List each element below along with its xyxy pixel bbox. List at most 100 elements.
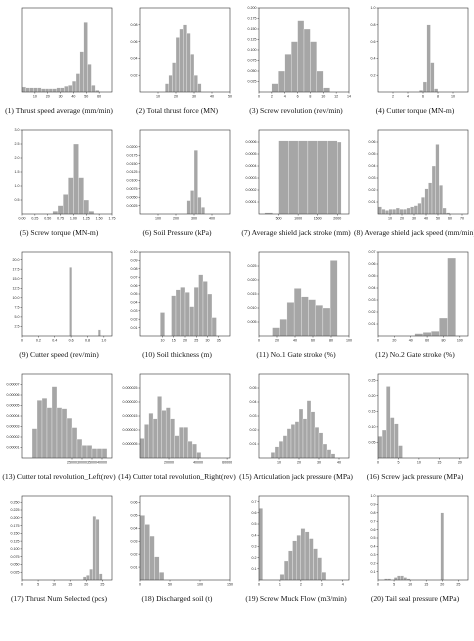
y-tick-label: 0.000020 xyxy=(123,400,138,404)
panel-caption: (7) Average shield jack stroke (mm) xyxy=(241,228,351,237)
y-tick-label: 0.2 xyxy=(371,561,376,565)
histogram-bar xyxy=(91,85,96,93)
x-tick-label: 40 xyxy=(424,217,428,221)
histogram-bar xyxy=(286,302,295,337)
histogram-bar xyxy=(36,400,43,459)
panel-caption: (3) Screw revolution (rev/min) xyxy=(249,106,343,115)
histogram-bar xyxy=(377,436,383,459)
y-tick-label: 1.0 xyxy=(371,6,376,10)
histogram-bar xyxy=(25,87,30,93)
x-tick-label: 100 xyxy=(197,583,203,587)
histogram-bar xyxy=(144,424,149,459)
histogram-bar xyxy=(56,407,63,459)
x-tick-label: 20 xyxy=(458,461,462,465)
y-tick-label: 0.0100 xyxy=(127,179,138,183)
histogram-bar xyxy=(152,418,158,459)
x-tick-label: 30000 xyxy=(77,461,87,465)
histogram-bar xyxy=(189,306,195,337)
x-tick-label: 60000 xyxy=(222,461,232,465)
histogram-bar xyxy=(82,576,87,581)
x-tick-label: 60 xyxy=(311,339,315,343)
x-tick-label: 6 xyxy=(422,95,424,99)
histogram-bar xyxy=(294,421,300,459)
panel-caption: (11) No.1 Gate stroke (%) xyxy=(256,350,336,359)
histogram-bar xyxy=(397,575,401,581)
x-tick-label: 15 xyxy=(172,339,176,343)
histogram-plot: 0.1 0.2 0.3 0.4 0.5 0.6 0.7 0 1 2 3 4 xyxy=(252,495,350,587)
panel-caption: (4) Cutter torque (MN-m) xyxy=(375,106,455,115)
y-tick-label: 0.03 xyxy=(131,539,138,543)
histogram-bar xyxy=(315,305,324,337)
y-tick-label: 0.0200 xyxy=(127,145,138,149)
histogram-bar xyxy=(426,24,431,93)
y-tick-label: 0.02 xyxy=(131,552,138,556)
y-tick-label: 0.01 xyxy=(369,322,376,326)
x-tick-label: 100 xyxy=(155,217,161,221)
histogram-bar xyxy=(316,70,324,93)
y-tick-label: 0.02 xyxy=(250,428,257,432)
y-tick-label: 0.25 xyxy=(369,378,376,382)
y-tick-label: 0.9 xyxy=(371,503,376,507)
x-tick-label: 35000 xyxy=(87,461,97,465)
x-tick-label: 0 xyxy=(139,583,141,587)
histogram-bar xyxy=(159,572,165,581)
histogram-bar xyxy=(101,448,108,459)
x-tick-label: 20 xyxy=(400,217,404,221)
x-tick-label: 30 xyxy=(317,461,321,465)
histogram-bar xyxy=(68,177,74,215)
histogram-bar xyxy=(393,577,398,581)
histogram-panel: 10 20 30 40 50 60 (1) Thrust speed average (mm… xyxy=(0,0,118,153)
histogram-plot: 0.00001 0.00002 0.00003 0.00004 0.00005 0.000… xyxy=(7,373,113,465)
histogram-plot: 0.01 0.02 0.03 0.04 0.05 0.06 0.07 0.08 0.09 0.10… xyxy=(131,250,231,343)
y-tick-label: 0.5 xyxy=(15,198,20,202)
y-tick-label: 0.01 xyxy=(250,442,257,446)
x-tick-label: 2 xyxy=(300,583,302,587)
panel-caption: (8) Average shield jack speed (mm/min) xyxy=(354,228,474,237)
y-tick-label: 0.07 xyxy=(369,250,376,254)
y-tick-label: 0.0050 xyxy=(127,195,138,199)
x-tick-label: 10 xyxy=(451,95,455,99)
histogram-bar xyxy=(290,424,296,459)
x-tick-label: 0 xyxy=(377,461,379,465)
histogram-bar xyxy=(283,560,289,581)
histogram-bar xyxy=(274,446,280,459)
histogram-panel: 0.0025 0.0050 0.0075 0.0100 0.0125 0.0150 0.01… xyxy=(118,122,236,275)
histogram-bar xyxy=(288,550,293,581)
y-tick-label: 0.0075 xyxy=(127,187,138,191)
histogram-bar xyxy=(329,260,338,337)
histogram-bar xyxy=(41,88,46,93)
y-tick-label: 0.250 xyxy=(11,500,20,504)
y-tick-label: 0.0025 xyxy=(127,204,138,208)
panel-caption: (2) Total thrust force (MN) xyxy=(136,106,218,115)
panel-caption: (19) Screw Muck Flow (m3/min) xyxy=(245,594,347,603)
x-tick-label: 2 xyxy=(271,95,273,99)
x-tick-label: 0 xyxy=(258,339,260,343)
y-tick-label: 0.08 xyxy=(131,23,138,27)
histogram-bar xyxy=(296,535,302,581)
histogram-bar xyxy=(430,62,435,93)
y-tick-label: 3.0 xyxy=(15,128,20,132)
histogram-bar xyxy=(89,568,93,581)
y-tick-label: 0.06 xyxy=(131,501,138,505)
histogram-panel: 0.5 1.0 1.5 2.0 2.5 3.0 0.00 0.25 0.50 0.75 1.00 1.… xyxy=(0,122,118,275)
panel-caption: (20) Tail seal pressure (MPa) xyxy=(370,594,460,603)
y-tick-label: 0.200 xyxy=(11,516,20,520)
histogram-bar xyxy=(168,75,173,93)
x-tick-label: 30 xyxy=(59,95,63,99)
histogram-bar xyxy=(297,20,305,93)
axes-frame xyxy=(21,251,113,337)
histogram-bar xyxy=(190,190,195,215)
y-tick-label: 0.10 xyxy=(131,250,138,254)
x-tick-label: 100 xyxy=(346,339,352,343)
x-tick-label: 40 xyxy=(210,95,214,99)
histogram-bar xyxy=(386,386,391,459)
x-tick-label: 0 xyxy=(258,95,260,99)
y-tick-label: 0.00002 xyxy=(7,435,20,439)
histogram-bar xyxy=(78,177,84,215)
histogram-bar xyxy=(326,449,332,459)
x-tick-label: 10 xyxy=(277,461,281,465)
x-tick-label: 0 xyxy=(258,583,260,587)
histogram-bar xyxy=(91,448,98,459)
histogram-bar xyxy=(68,85,73,93)
histogram-panel: 0.02 0.04 0.06 0.08 10 20 30 40 50 (2) Total thru… xyxy=(118,0,236,153)
